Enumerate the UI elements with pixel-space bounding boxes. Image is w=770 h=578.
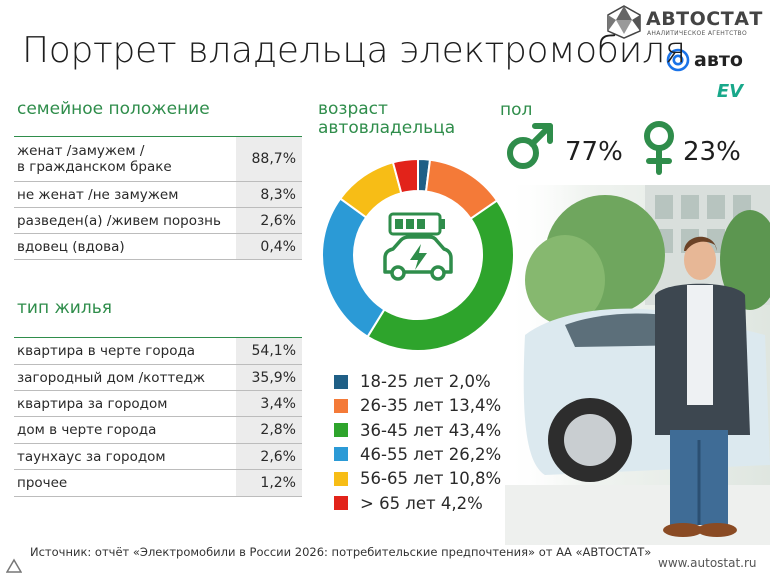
row-label: таунхаус за городом <box>17 448 166 465</box>
table-row: вдовец (вдова) 0,4% <box>14 234 302 260</box>
site-url[interactable]: www.autostat.ru <box>658 556 757 570</box>
legend-label: 26-35 лет 13,4% <box>360 396 502 416</box>
row-value: 35,9% <box>236 365 302 390</box>
ev-charging-icon <box>383 212 453 281</box>
row-label: не женат /не замужем <box>17 186 179 203</box>
mail-auto-logo-text: авто <box>694 49 743 71</box>
autostat-logo: АВТОСТАТ АНАЛИТИЧЕСКОЕ АГЕНТСТВО <box>606 4 766 40</box>
ev-logo-icon: EV <box>717 81 745 102</box>
legend-swatch <box>334 496 348 510</box>
ev-owner-illustration <box>505 185 770 545</box>
row-label: квартира за городом <box>17 395 168 412</box>
donut-slices <box>321 157 515 352</box>
legend-label: 46-55 лет 26,2% <box>360 444 502 464</box>
row-value: 0,4% <box>236 234 302 259</box>
age-donut-chart <box>321 157 515 352</box>
table-row: разведен(а) /живем порознь 2,6% <box>14 208 302 234</box>
legend-swatch <box>334 471 348 486</box>
legend-swatch <box>334 447 348 462</box>
row-value: 88,7% <box>236 137 302 181</box>
male-percent: 77% <box>565 137 623 167</box>
ev-logo-text: EV <box>717 81 745 102</box>
table-row: квартира за городом 3,4% <box>14 391 302 417</box>
page-title: Портрет владельца электромобиля <box>22 30 686 71</box>
table-row: женат /замужем / в гражданском браке 88,… <box>14 136 302 182</box>
family-heading: семейное положение <box>17 99 210 119</box>
legend-item: > 65 лет 4,2% <box>334 494 483 513</box>
legend-swatch <box>334 374 348 389</box>
source-note: Источник: отчёт «Электромобили в России … <box>30 545 652 559</box>
row-label: разведен(а) /живем порознь <box>17 212 221 229</box>
legend-label: > 65 лет 4,2% <box>360 493 483 513</box>
gender-heading: пол <box>500 100 533 120</box>
row-label: прочее <box>17 475 68 491</box>
legend-item: 26-35 лет 13,4% <box>334 396 501 415</box>
legend-swatch <box>334 398 348 413</box>
row-value: 1,2% <box>236 470 302 496</box>
legend-label: 56-65 лет 10,8% <box>360 469 502 489</box>
ev-partner-logo: EV <box>710 80 750 106</box>
row-value: 2,6% <box>236 208 302 233</box>
legend-item: 36-45 лет 43,4% <box>334 421 501 440</box>
table-row: прочее 1,2% <box>14 470 302 497</box>
row-label: квартира в черте города <box>17 343 196 359</box>
row-value: 54,1% <box>236 338 302 364</box>
donut-slice-2 <box>366 199 515 352</box>
legend-swatch <box>334 423 348 438</box>
mail-auto-logo: авто <box>666 48 743 72</box>
housing-table: квартира в черте города 54,1% загородный… <box>14 337 302 497</box>
male-icon <box>507 123 553 169</box>
row-label: вдовец (вдова) <box>17 238 125 255</box>
legend-label: 36-45 лет 43,4% <box>360 420 502 440</box>
row-value: 2,8% <box>236 417 302 443</box>
family-table: женат /замужем / в гражданском браке 88,… <box>14 136 302 260</box>
row-label: дом в черте города <box>17 422 157 438</box>
table-row: таунхаус за городом 2,6% <box>14 444 302 470</box>
autostat-logo-name: АВТОСТАТ <box>646 8 763 30</box>
table-row: квартира в черте города 54,1% <box>14 337 302 365</box>
row-value: 3,4% <box>236 391 302 416</box>
table-row: дом в черте города 2,8% <box>14 417 302 444</box>
donut-slice-3 <box>321 197 386 339</box>
female-icon <box>644 121 674 175</box>
age-heading: возраст автовладельца <box>318 99 456 138</box>
legend-item: 56-65 лет 10,8% <box>334 469 501 488</box>
legend-item: 18-25 лет 2,0% <box>334 372 491 391</box>
row-label: загородный дом /коттедж <box>17 369 206 386</box>
table-row: загородный дом /коттедж 35,9% <box>14 365 302 391</box>
autostat-logo-subtitle: АНАЛИТИЧЕСКОЕ АГЕНТСТВО <box>647 30 747 37</box>
legend-item: 46-55 лет 26,2% <box>334 445 501 464</box>
row-value: 2,6% <box>236 444 302 469</box>
legend-label: 18-25 лет 2,0% <box>360 372 491 391</box>
row-label: женат /замужем / в гражданском браке <box>17 143 172 175</box>
female-percent: 23% <box>683 137 741 167</box>
triangle-mark-icon <box>6 558 22 573</box>
table-row: не женат /не замужем 8,3% <box>14 182 302 208</box>
at-sign-icon <box>666 48 690 72</box>
row-value: 8,3% <box>236 182 302 207</box>
donut-slice-5 <box>391 157 419 195</box>
housing-heading: тип жилья <box>17 298 112 318</box>
autostat-logo-icon <box>607 5 641 39</box>
